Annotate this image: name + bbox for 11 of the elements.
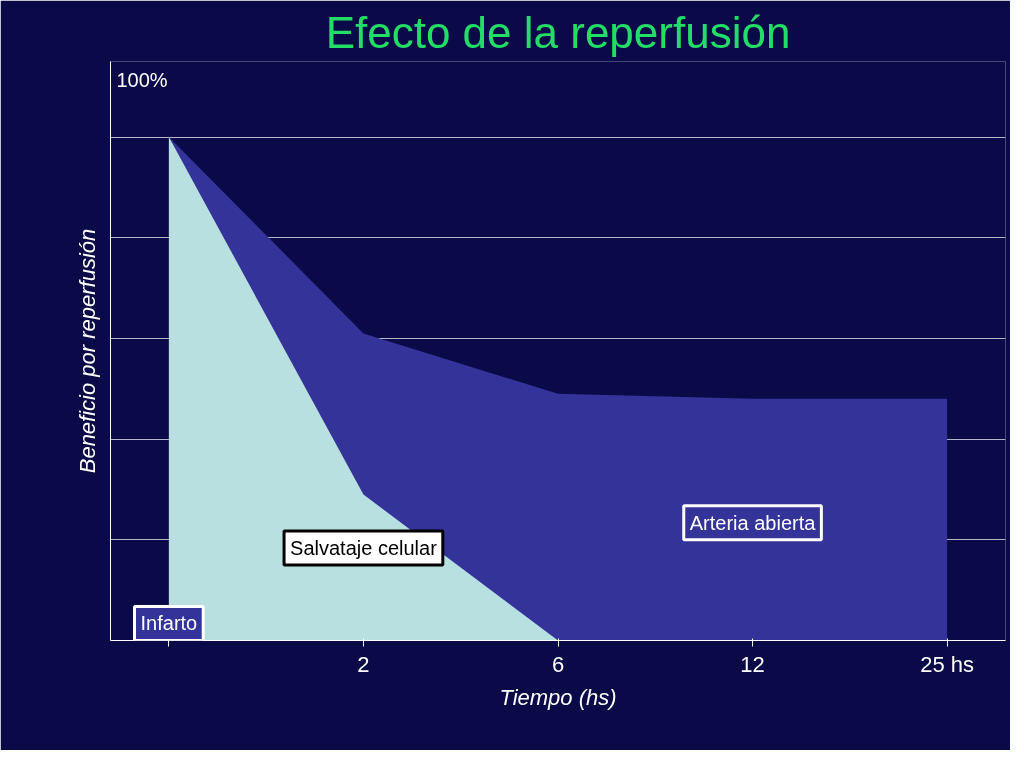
annotation: Arteria abierta [689,511,817,534]
x-tick-label: 6 [551,651,565,677]
annotation: Infarto [140,612,198,635]
x-tick-label: 25 hs [920,651,975,677]
y-axis-title: Beneficio por reperfusión [74,228,100,474]
text: 100% [116,68,168,91]
x-axis-title: Tiempo (hs) [499,684,617,710]
annotation: Salvataje celular [290,536,438,559]
x-tick-label: 2 [357,651,370,677]
chart-title: Efecto de la reperfusión [325,7,791,57]
x-tick-label: 12 [740,651,765,677]
